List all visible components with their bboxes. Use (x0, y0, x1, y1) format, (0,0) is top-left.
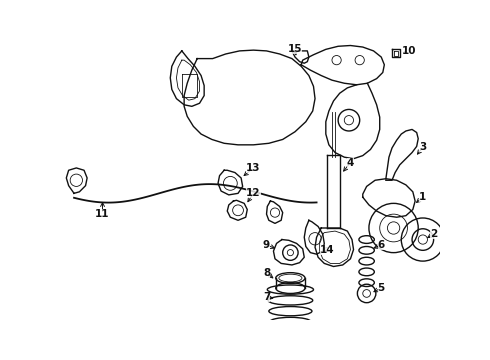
Text: 5: 5 (378, 283, 385, 293)
Text: 1: 1 (419, 192, 426, 202)
Text: 6: 6 (378, 240, 385, 250)
Text: 11: 11 (95, 209, 110, 219)
Text: 14: 14 (320, 244, 335, 255)
Text: 12: 12 (246, 188, 261, 198)
Text: 2: 2 (430, 229, 437, 239)
Text: 10: 10 (402, 46, 416, 56)
Text: 15: 15 (288, 44, 302, 54)
Text: 9: 9 (263, 240, 270, 250)
Text: 8: 8 (263, 268, 270, 278)
Text: 4: 4 (347, 158, 354, 167)
Text: 7: 7 (263, 292, 270, 302)
Text: 3: 3 (419, 142, 426, 152)
Text: 13: 13 (246, 163, 261, 173)
